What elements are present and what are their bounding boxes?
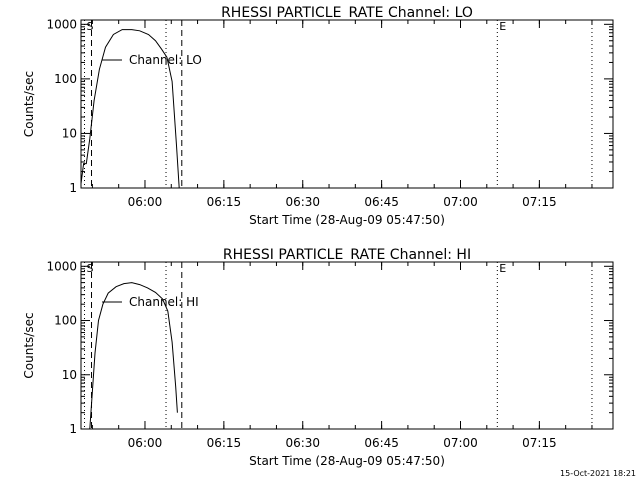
y-tick-label: 1 — [69, 422, 77, 436]
x-tick-label: 06:00 — [128, 195, 163, 209]
x-tick-label: 06:15 — [207, 195, 242, 209]
x-tick-label: 06:30 — [285, 195, 320, 209]
x-tick-label: 06:00 — [128, 436, 163, 450]
y-tick-label: 100 — [54, 314, 77, 328]
series-line — [89, 282, 178, 430]
x-tick-label: 07:00 — [443, 436, 478, 450]
x-axis-label: Start Time (28-Aug-09 05:47:50) — [249, 213, 445, 227]
y-axis-label: Counts/sec — [22, 312, 36, 378]
timestamp-footer: 15-Oct-2021 18:21 — [560, 469, 636, 478]
y-tick-label: 10 — [62, 368, 77, 382]
y-axis-label: Counts/sec — [22, 71, 36, 137]
y-tick-label: 1 — [69, 181, 77, 195]
plot-frame — [80, 261, 614, 430]
x-tick-label: 07:00 — [443, 195, 478, 209]
y-tick-label: 1000 — [46, 259, 77, 273]
x-tick-label: 06:45 — [364, 436, 399, 450]
x-tick-label: 07:15 — [522, 195, 557, 209]
y-tick-label: 100 — [54, 72, 77, 86]
y-tick-label: 10 — [62, 126, 77, 140]
marker-label: S — [87, 20, 94, 33]
chart-title: RHESSI PARTICLE_RATE Channel: HI — [223, 247, 471, 263]
series-line — [80, 29, 180, 189]
legend-label: Channel: LO — [129, 53, 202, 67]
x-tick-label: 06:45 — [364, 195, 399, 209]
chart-panel-hi: RHESSI PARTICLE_RATE Channel: HI 06:00 06:… — [22, 247, 614, 468]
chart-title: RHESSI PARTICLE_RATE Channel: LO — [221, 5, 473, 21]
marker-label: E — [499, 20, 506, 33]
plot-frame — [80, 19, 614, 189]
x-axis-label: Start Time (28-Aug-09 05:47:50) — [249, 454, 445, 468]
x-tick-label: 06:15 — [207, 436, 242, 450]
marker-label: S — [87, 262, 94, 275]
x-tick-label: 07:15 — [522, 436, 557, 450]
y-tick-label: 1000 — [46, 17, 77, 31]
marker-label: E — [499, 262, 506, 275]
legend-label: Channel: HI — [129, 295, 199, 309]
chart-panel-lo: RHESSI PARTICLE_RATE Channel: LO 06:00 06:… — [22, 5, 614, 227]
x-tick-label: 06:30 — [285, 436, 320, 450]
